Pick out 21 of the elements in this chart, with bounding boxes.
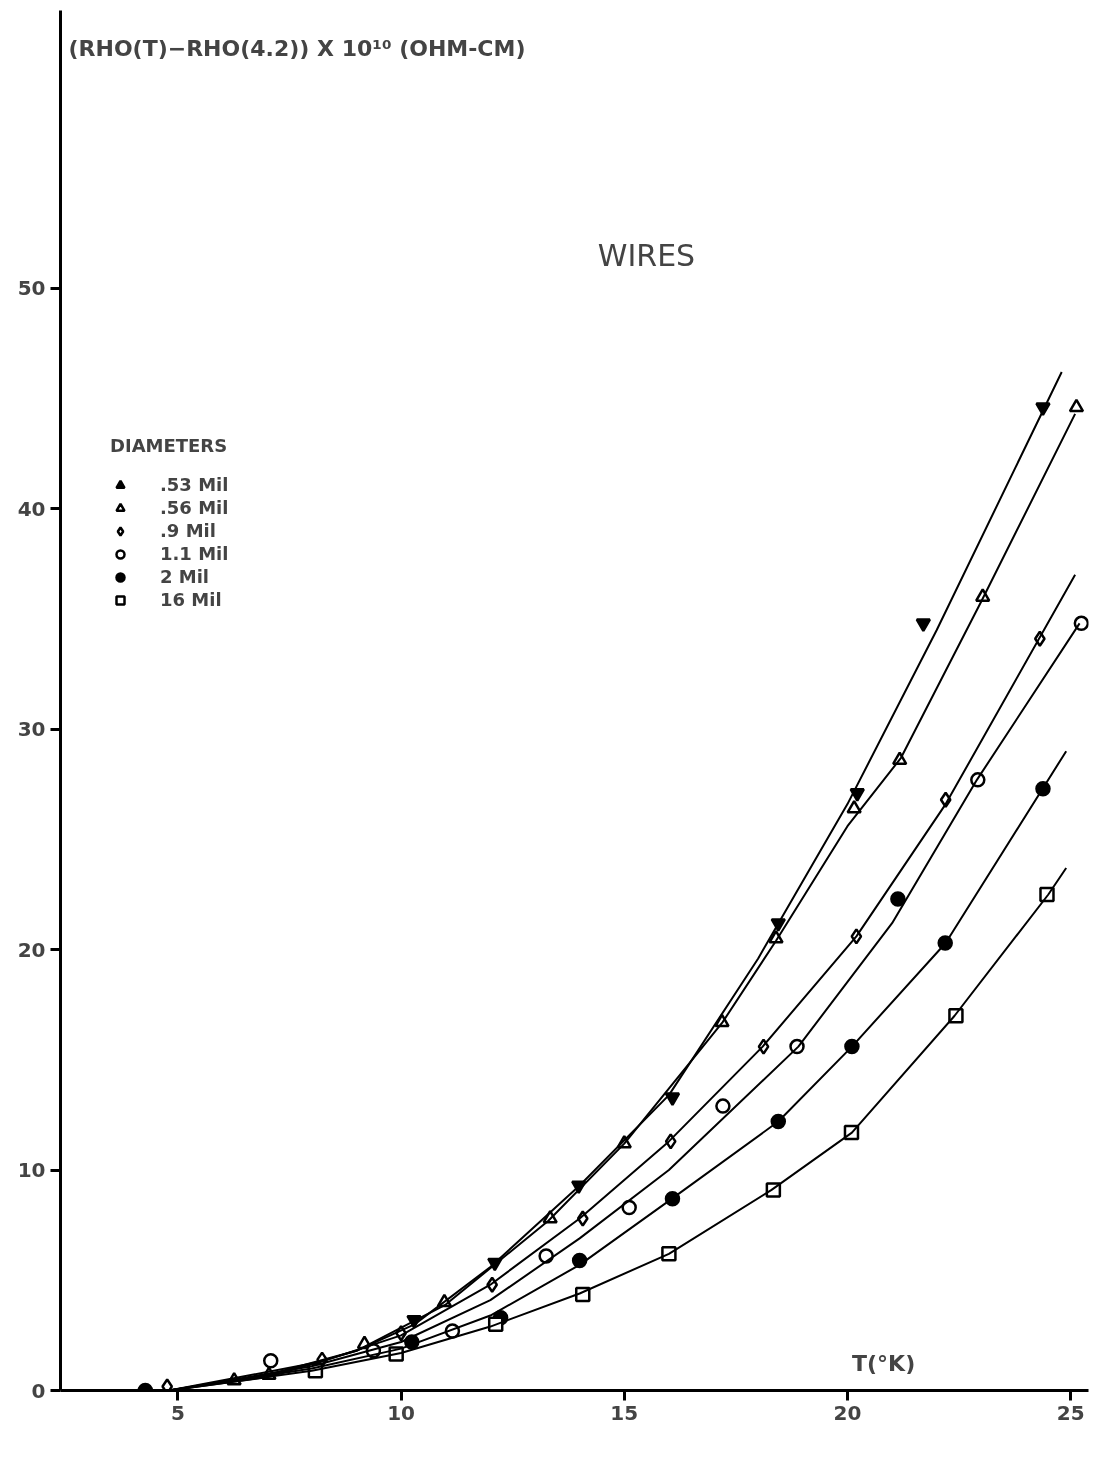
- y-tick-label: 40: [17, 496, 46, 521]
- legend-label: .9 Mil: [160, 520, 216, 541]
- text: WIRES: [597, 237, 696, 273]
- legend-title: DIAMETERS: [110, 435, 229, 456]
- legend-label: .53 Mil: [160, 474, 229, 495]
- x-tick-label: 15: [610, 1400, 639, 1425]
- x-tick-label: 25: [1056, 1400, 1085, 1425]
- x-axis-title: T(°K): [852, 1350, 916, 1376]
- x-tick-label: 5: [170, 1400, 185, 1425]
- legend-label: 2 Mil: [160, 566, 210, 587]
- y-tick-label: 10: [17, 1158, 46, 1183]
- y-tick-label: 20: [17, 937, 46, 962]
- legend-label: 16 Mil: [160, 589, 222, 610]
- y-tick-label: 50: [17, 276, 46, 301]
- y-tick-label: 30: [17, 717, 46, 742]
- y-tick-label: 0: [31, 1378, 46, 1403]
- legend-label: .56 Mil: [160, 497, 229, 518]
- legend-label: 1.1 Mil: [160, 543, 229, 564]
- x-tick-label: 20: [833, 1400, 862, 1425]
- x-tick-label: 10: [387, 1400, 416, 1425]
- y-axis-title: (RHO(T)−RHO(4.2)) X 10¹⁰ (OHM-CM): [68, 35, 526, 61]
